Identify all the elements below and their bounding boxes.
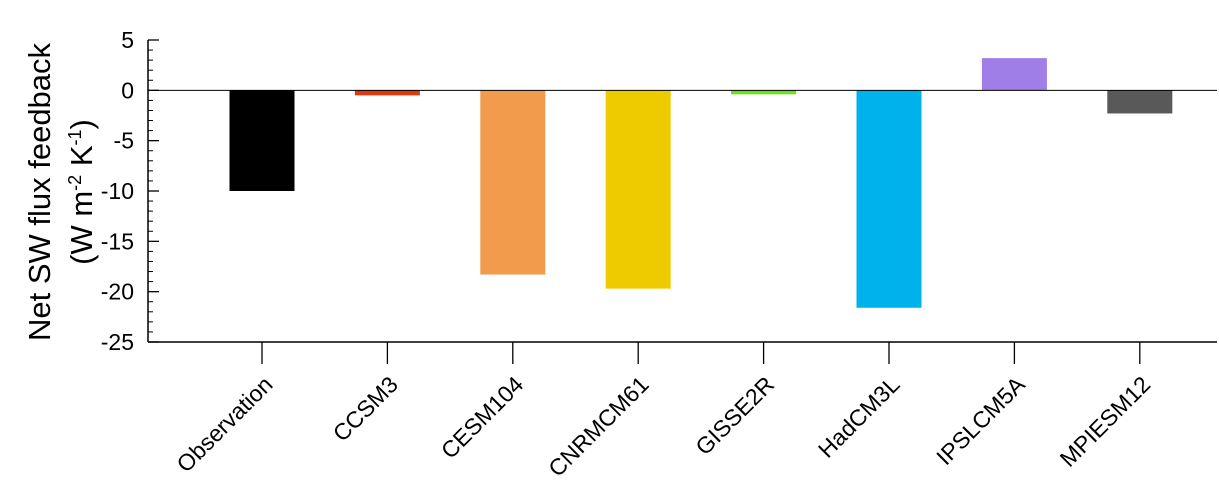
x-tick-label: CCSM3 [328, 371, 403, 446]
y-tick-label: 5 [121, 27, 134, 53]
y-tick-label: -15 [101, 228, 134, 254]
x-tick-label: Observation [171, 371, 277, 477]
x-tick-label: IPSLCM5A [931, 371, 1030, 470]
bar-observation [229, 90, 295, 191]
bar-cnrmcm61 [605, 90, 671, 289]
x-tick-label: CESM104 [436, 371, 529, 464]
y-axis-label: Net SW flux feedback (W m-2 K-1) [22, 42, 99, 341]
y-axis-label-text: ) [64, 119, 99, 129]
bar-ipslcm5a [981, 58, 1047, 91]
x-axis-ticks: Observation CCSM3 CESM104 CNRMCM61 GISSE2R Ha… [171, 342, 1155, 482]
y-axis-label-superscript: -1 [65, 129, 85, 145]
bar-gisse2r [731, 90, 797, 95]
y-tick-label: -5 [114, 128, 134, 154]
x-tick-label: GISSE2R [690, 371, 779, 460]
y-axis-ticks: 5 0 -5 -10 -15 -20 -25 [101, 27, 159, 355]
bar-cesm104 [480, 90, 546, 275]
y-axis-label-line2: (W m-2 K-1) [64, 119, 99, 265]
y-axis-label-text: (W m [64, 191, 99, 265]
x-tick-label: MPIESM12 [1055, 371, 1156, 472]
y-tick-label: 0 [121, 77, 134, 103]
x-tick-label: CNRMCM61 [543, 371, 654, 482]
y-tick-label: -20 [101, 279, 134, 305]
y-axis-label-line1: Net SW flux feedback [22, 42, 57, 341]
x-tick-label: HadCM3L [813, 371, 905, 463]
y-axis-label-superscript: -2 [65, 175, 85, 191]
bar-mpiesm12 [1107, 90, 1173, 114]
bar-hadcm3l [856, 90, 922, 308]
y-tick-label: -10 [101, 178, 134, 204]
y-tick-label: -25 [101, 329, 134, 355]
axes [147, 40, 1217, 343]
bar-ccsm3 [354, 90, 420, 96]
y-axis-label-text: K [64, 145, 99, 175]
bars [229, 58, 1173, 308]
